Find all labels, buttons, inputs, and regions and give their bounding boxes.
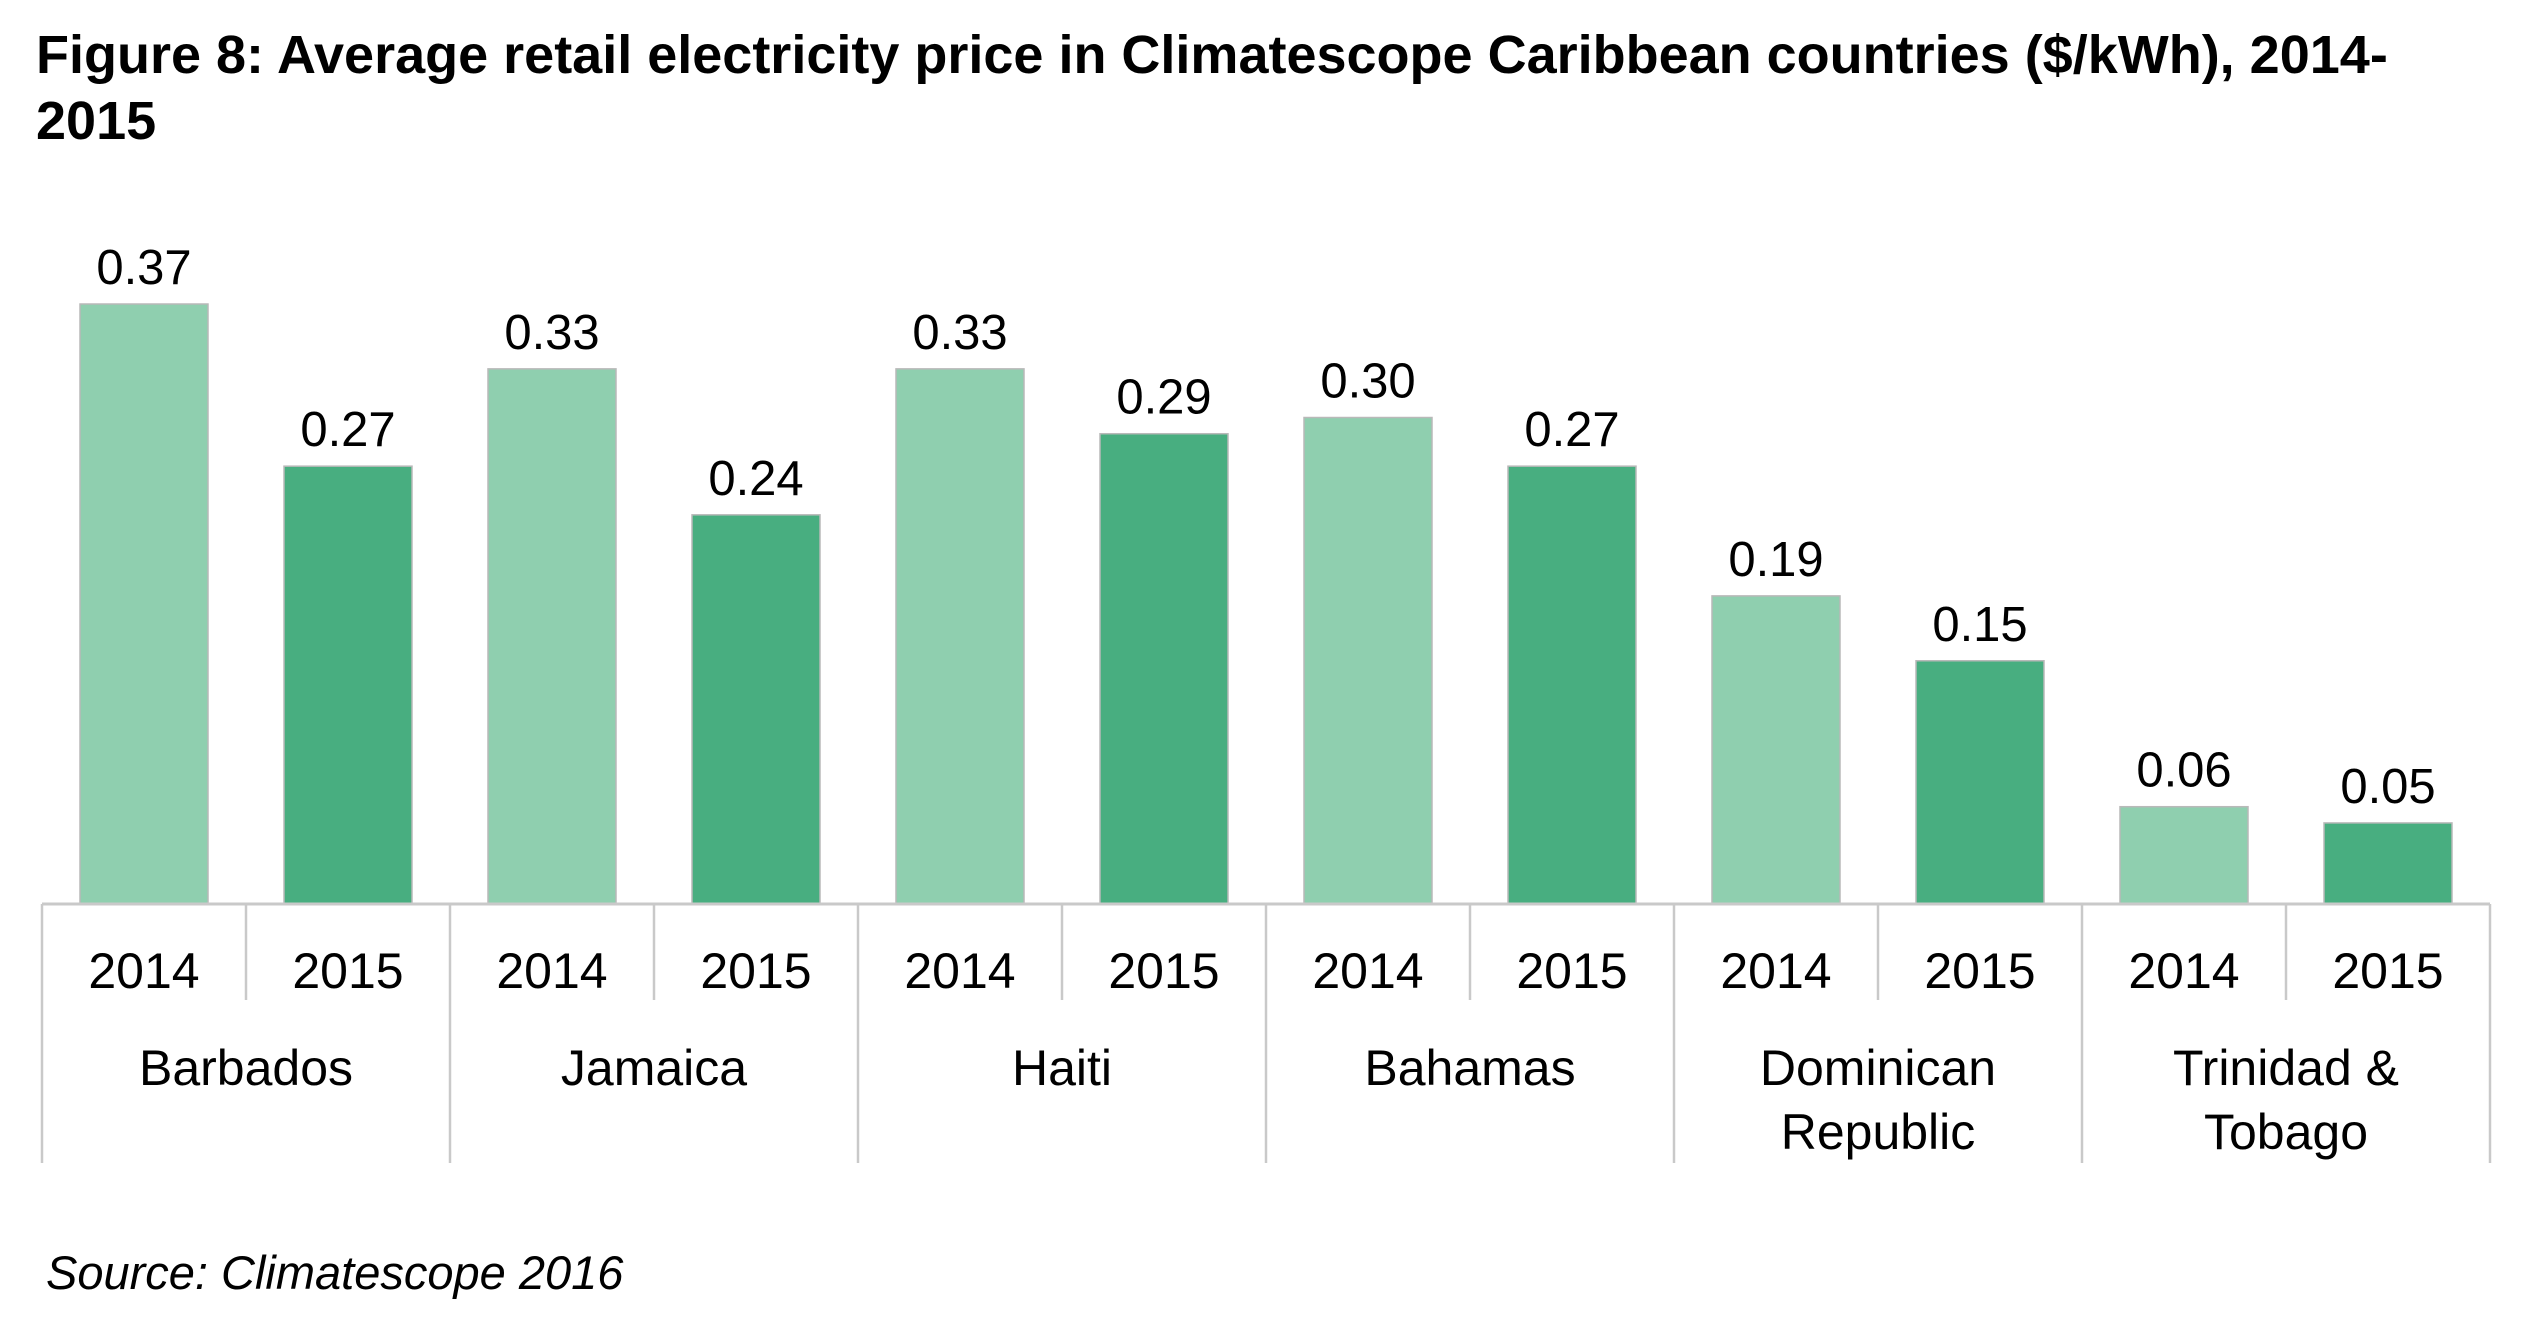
data-label: 0.06 (2136, 744, 2231, 798)
bar-2014 (79, 303, 209, 905)
tick-label-year: 2014 (1720, 943, 1831, 999)
tick-label-year: 2015 (1516, 943, 1627, 999)
source-note: Source: Climatescope 2016 (46, 1246, 624, 1299)
bar-2015 (691, 514, 821, 905)
tick-label-country: Jamaica (561, 1040, 747, 1096)
tick-label-year: 2015 (1108, 943, 1219, 999)
tick-label-country: Tobago (2204, 1104, 2368, 1160)
bar-2015 (1507, 465, 1637, 905)
tick-label-year: 2014 (88, 943, 199, 999)
tick-label-year: 2014 (2128, 943, 2239, 999)
data-label: 0.27 (300, 403, 395, 457)
bar-2014 (487, 368, 617, 905)
bar-2014 (1303, 416, 1433, 905)
tick-label-country: Barbados (139, 1040, 353, 1096)
data-label: 0.33 (912, 306, 1007, 360)
data-label: 0.30 (1320, 355, 1415, 409)
data-label: 0.37 (96, 241, 191, 295)
bars-layer: 0.37 0.27 0.33 0.24 0.33 0.29 0.30 0.27 0.19 0.15… (79, 241, 2453, 905)
category-axis: 2014 2015 Barbados 2014 2015 Jamaica 2014 2015 H… (40, 902, 2492, 1163)
bar-2015 (1915, 660, 2045, 905)
data-label: 0.05 (2340, 760, 2435, 814)
data-label: 0.24 (708, 452, 803, 506)
bar-2015 (1099, 432, 1229, 905)
tick-label-year: 2015 (1924, 943, 2035, 999)
data-label: 0.15 (1932, 598, 2027, 652)
data-label: 0.33 (504, 306, 599, 360)
bar-2015 (2323, 822, 2453, 905)
tick-label-year: 2015 (700, 943, 811, 999)
tick-label-year: 2014 (904, 943, 1015, 999)
data-label: 0.19 (1728, 533, 1823, 587)
bar-2014 (1711, 595, 1841, 905)
tick-label-country: Haiti (1012, 1040, 1112, 1096)
tick-label-year: 2014 (1312, 943, 1423, 999)
tick-label-country: Trinidad & (2173, 1040, 2399, 1096)
bar-2014 (2119, 805, 2249, 905)
chart-title: Figure 8: Average retail electricity pri… (36, 25, 2388, 151)
bar-2015 (283, 465, 413, 905)
tick-label-country: Republic (1781, 1104, 1976, 1160)
tick-label-year: 2015 (2332, 943, 2443, 999)
tick-label-country: Bahamas (1364, 1040, 1575, 1096)
bar-2014 (895, 368, 1025, 905)
tick-label-year: 2015 (292, 943, 403, 999)
data-label: 0.29 (1116, 371, 1211, 425)
tick-label-year: 2014 (496, 943, 607, 999)
data-label: 0.27 (1524, 403, 1619, 457)
tick-label-country: Dominican (1760, 1040, 1996, 1096)
